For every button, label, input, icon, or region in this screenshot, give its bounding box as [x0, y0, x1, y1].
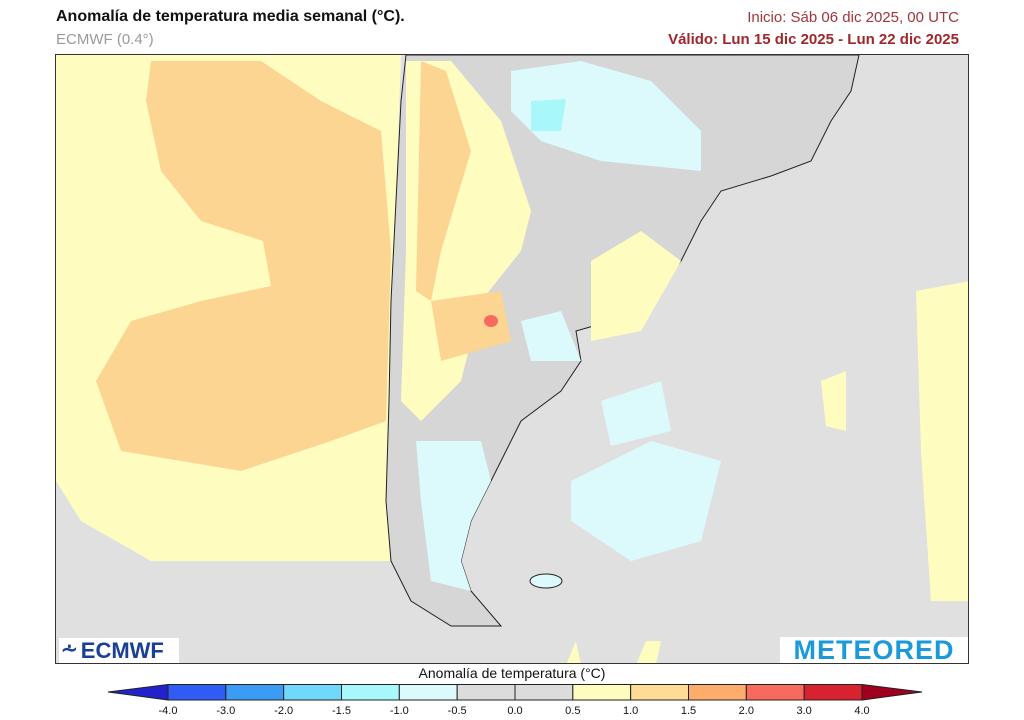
anomaly-map: ⩪ ECMWF METEORED	[55, 54, 969, 664]
colorbar-tick-label: -4.0	[158, 705, 178, 717]
colorbar-segment	[167, 684, 227, 701]
colorbar-tick-label: -2.0	[274, 705, 294, 717]
colorbar-segment	[283, 684, 343, 701]
north-cool-core	[531, 99, 566, 131]
map-title: Anomalía de temperatura media semanal (°…	[56, 8, 405, 25]
colorbar-tick-label: -1.0	[389, 705, 409, 717]
init-time: Inicio: Sáb 06 dic 2025, 00 UTC	[747, 9, 959, 26]
pacific-orange-anomaly	[96, 61, 391, 471]
colorbar-tick-label: 1.5	[680, 705, 697, 717]
colorbar-segment	[630, 684, 690, 701]
valid-period: Válido: Lun 15 dic 2025 - Lun 22 dic 202…	[668, 31, 959, 48]
colorbar-segment	[514, 684, 574, 701]
map-canvas	[56, 55, 968, 663]
model-label: ECMWF (0.4°)	[56, 31, 154, 48]
colorbar-tick-label: 4.0	[854, 705, 870, 717]
colorbar-tick-label: -0.5	[447, 705, 467, 717]
ecmwf-logo-icon: ⩪	[61, 639, 78, 661]
colorbar-tick-label: -3.0	[216, 705, 236, 717]
ecmwf-logo-text: ECMWF	[80, 638, 164, 663]
colorbar-segment	[341, 684, 400, 701]
colorbar-title: Anomalía de temperatura (°C)	[418, 665, 606, 681]
colorbar-segment	[803, 684, 863, 701]
colorbar-tick-label: 2.0	[738, 705, 754, 717]
atlantic-cool-anomaly	[571, 441, 721, 561]
colorbar-tick-label: 3.0	[796, 705, 812, 717]
andes-orange-anomaly	[416, 61, 471, 301]
atlantic-warm-anomaly-2	[821, 371, 846, 431]
colorbar-segment	[572, 684, 632, 701]
patagonia-cool-anomaly	[416, 441, 491, 591]
hotspot	[484, 315, 498, 327]
colorbar-tick-label: -1.5	[332, 705, 351, 717]
atlantic-cool-anomaly-2	[601, 381, 671, 446]
meteored-logo: METEORED	[780, 637, 968, 663]
colorbar-tick-label: 0.5	[565, 705, 581, 717]
central-argentina-warm	[431, 291, 511, 361]
ecmwf-logo: ⩪ ECMWF	[59, 638, 179, 663]
colorbar-over-arrow	[861, 684, 923, 701]
colorbar-tick-label: 1.0	[623, 705, 639, 717]
colorbar-tick-label: 0.0	[507, 705, 523, 717]
colorbar-segment	[688, 684, 747, 701]
colorbar	[108, 684, 923, 701]
falkland-islands	[529, 573, 563, 589]
uruguay-warm-anomaly	[591, 231, 681, 341]
colorbar-segment	[456, 684, 516, 701]
colorbar-under-arrow	[108, 684, 169, 701]
south-warm-patch	[566, 641, 661, 663]
colorbar-segment	[398, 684, 458, 701]
colorbar-segment	[225, 684, 285, 701]
north-cool-anomaly	[511, 61, 701, 171]
colorbar-segment	[745, 684, 805, 701]
buenos-aires-cool	[521, 311, 581, 361]
atlantic-warm-anomaly	[916, 281, 968, 601]
